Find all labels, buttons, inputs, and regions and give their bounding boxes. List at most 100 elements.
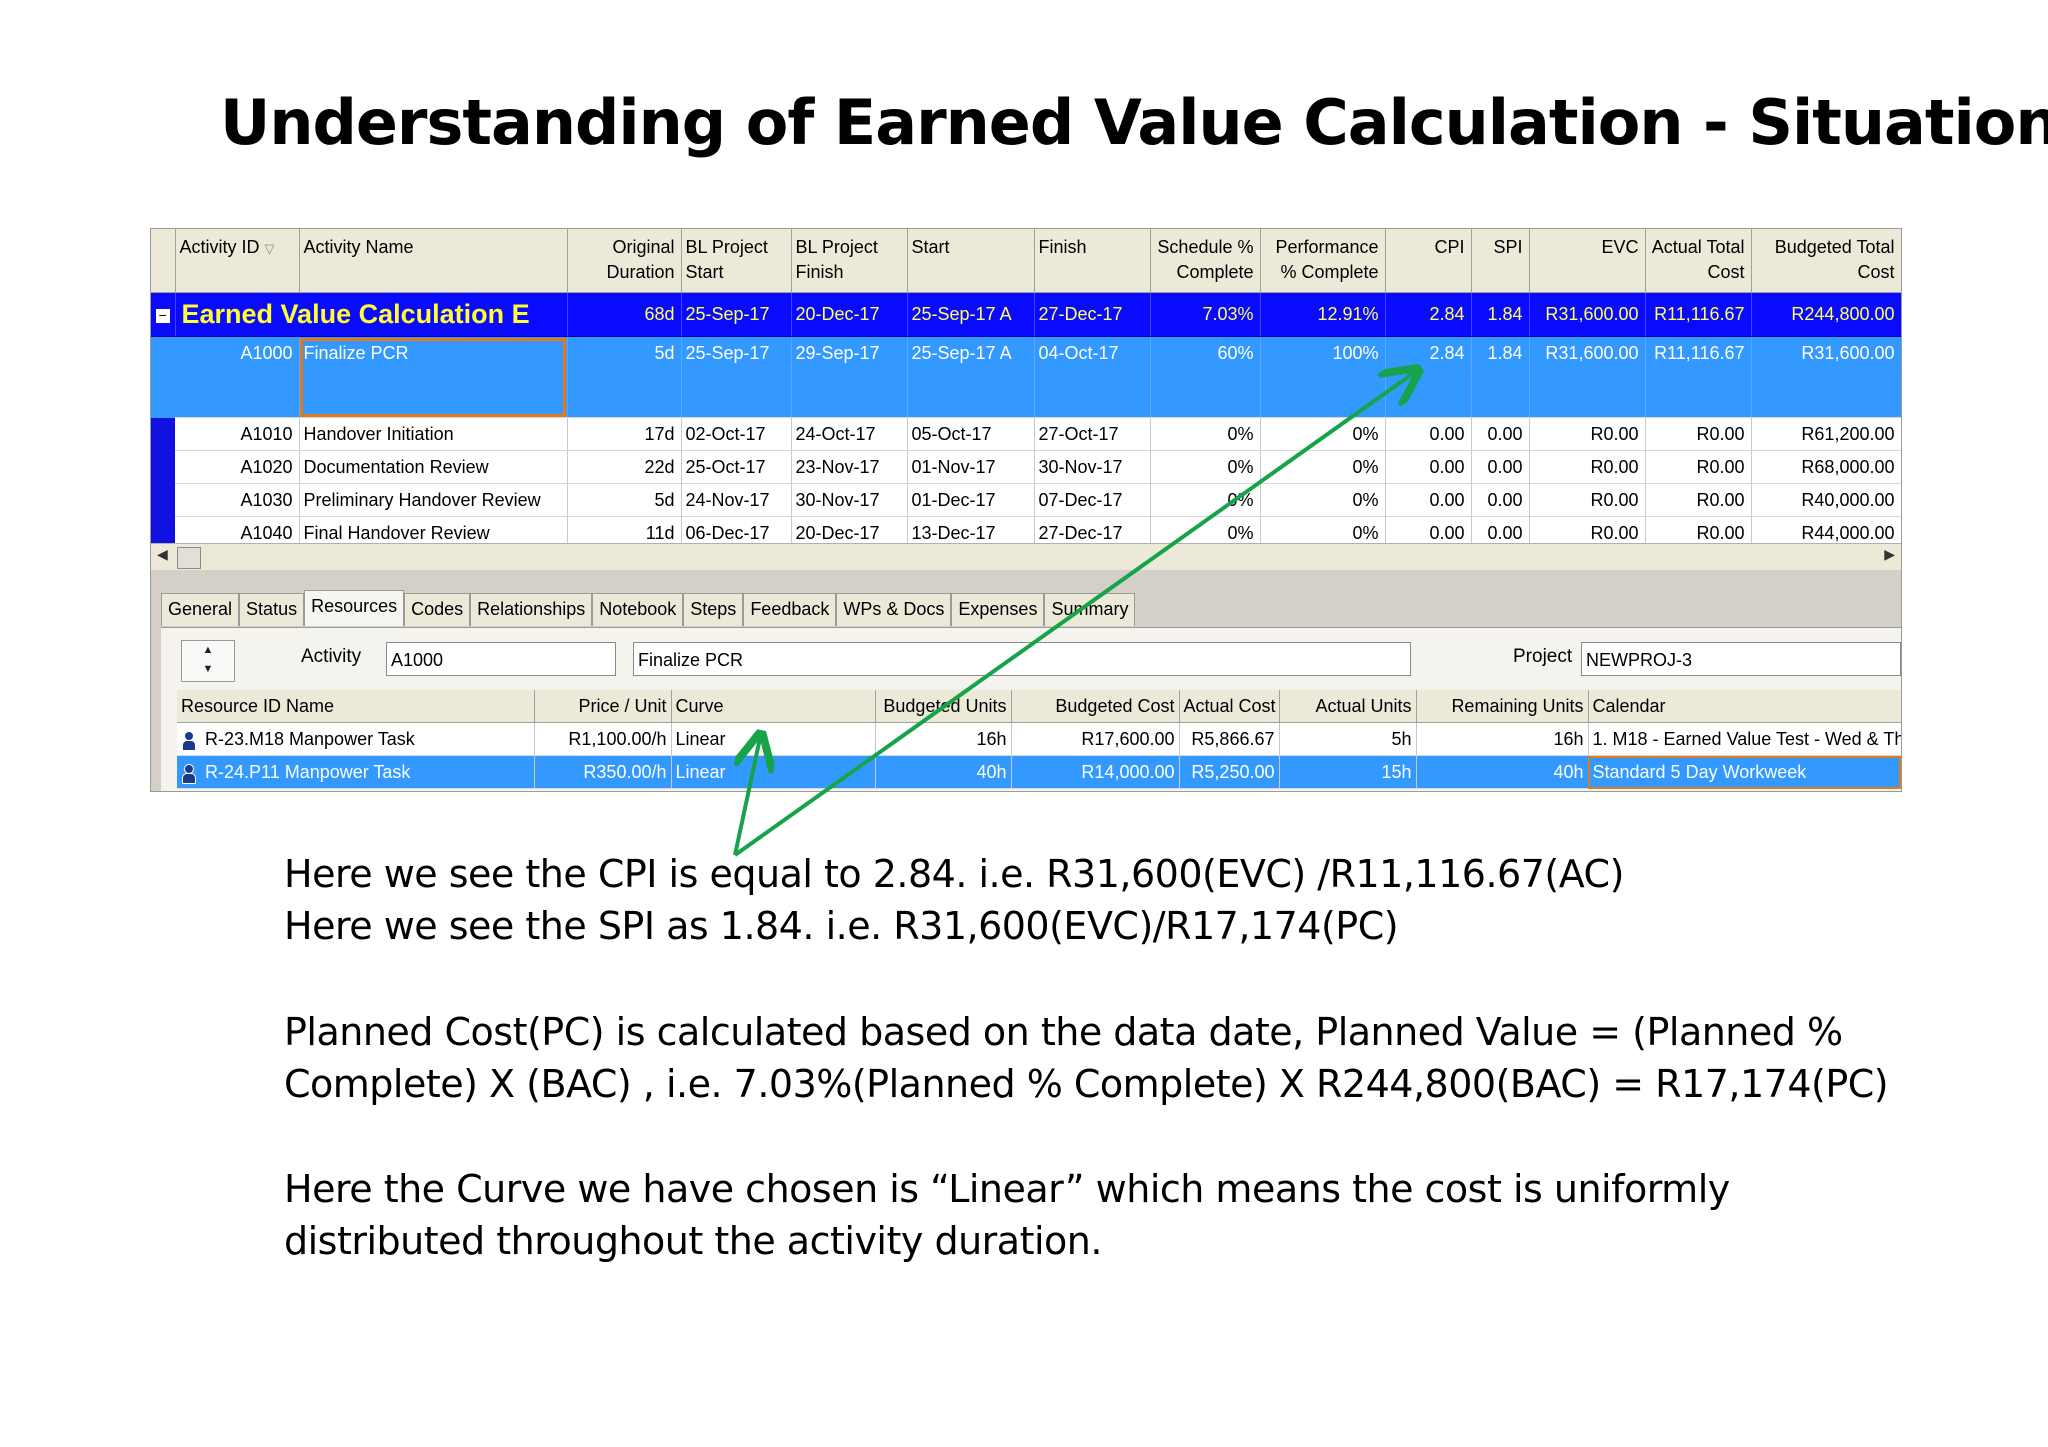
col-schedule-pct[interactable]: Schedule % Complete xyxy=(1150,229,1261,293)
tab-wps-docs[interactable]: WPs & Docs xyxy=(836,593,952,626)
wbs-row[interactable]: − Earned Value Calculation E 68d 25-Sep-… xyxy=(151,292,1901,337)
col-resource-id-name[interactable]: Resource ID Name xyxy=(177,690,535,723)
activity-name-field[interactable]: Finalize PCR xyxy=(633,642,1411,676)
person-icon xyxy=(181,730,196,751)
cell: 27-Dec-17 xyxy=(1034,292,1151,337)
row-gutter xyxy=(151,450,175,484)
cell: 25-Sep-17 A xyxy=(907,292,1035,337)
col-actual-units[interactable]: Actual Units xyxy=(1279,690,1417,723)
col-bl-start[interactable]: BL Project Start xyxy=(681,229,792,293)
cell: 20-Dec-17 xyxy=(791,292,908,337)
explanation-line-6: distributed throughout the activity dura… xyxy=(284,1219,1102,1263)
cell: 0% xyxy=(1150,450,1261,484)
col-cpi[interactable]: CPI xyxy=(1385,229,1472,293)
cell: 5d xyxy=(567,483,682,517)
table-row[interactable]: A1030 Preliminary Handover Review 5d 24-… xyxy=(151,483,1901,517)
cell: 0.00 xyxy=(1385,483,1472,517)
cell: Preliminary Handover Review xyxy=(299,483,568,517)
cell: 07-Dec-17 xyxy=(1034,483,1151,517)
col-spi[interactable]: SPI xyxy=(1471,229,1530,293)
explanation-line-3: Planned Cost(PC) is calculated based on … xyxy=(284,1010,1843,1054)
col-budgeted-units[interactable]: Budgeted Units xyxy=(875,690,1012,723)
col-evc[interactable]: EVC xyxy=(1529,229,1646,293)
cell: 0% xyxy=(1260,483,1386,517)
cell: 25-Sep-17 A xyxy=(907,336,1035,418)
col-actual-cost[interactable]: Actual Cost xyxy=(1179,690,1280,723)
cell: 25-Sep-17 xyxy=(681,292,792,337)
cell: R5,866.67 xyxy=(1179,722,1280,756)
resource-row-selected[interactable]: R-24.P11 Manpower Task R350.00/h Linear … xyxy=(177,755,1901,789)
cell[interactable]: Standard 5 Day Workweek xyxy=(1588,755,1901,789)
cell: Documentation Review xyxy=(299,450,568,484)
cell: 05-Oct-17 xyxy=(907,417,1035,451)
row-gutter xyxy=(151,483,175,517)
col-activity-name[interactable]: Activity Name xyxy=(299,229,568,293)
col-activity-id[interactable]: Activity ID ▽ xyxy=(175,229,300,293)
col-start[interactable]: Start xyxy=(907,229,1035,293)
tab-general[interactable]: General xyxy=(161,593,240,626)
cell: 2.84 xyxy=(1385,336,1472,418)
col-actual-total-cost[interactable]: Actual Total Cost xyxy=(1645,229,1752,293)
cell[interactable]: Finalize PCR xyxy=(299,336,568,418)
cell: R40,000.00 xyxy=(1751,483,1901,517)
tab-notebook[interactable]: Notebook xyxy=(592,593,684,626)
cell: 0% xyxy=(1260,450,1386,484)
cell: 68d xyxy=(567,292,682,337)
col-performance-pct[interactable]: Performance% Complete xyxy=(1260,229,1386,293)
horizontal-scrollbar[interactable]: ◀ ▶ xyxy=(151,543,1901,570)
tab-codes[interactable]: Codes xyxy=(404,593,471,626)
cell: 16h xyxy=(875,722,1012,756)
tab-resources[interactable]: Resources xyxy=(304,590,405,626)
cell: R0.00 xyxy=(1529,483,1646,517)
cell: 0% xyxy=(1150,417,1261,451)
collapse-icon[interactable]: − xyxy=(151,292,176,337)
table-row[interactable]: A1020 Documentation Review 22d 25-Oct-17… xyxy=(151,450,1901,484)
cell: 100% xyxy=(1260,336,1386,418)
cell: R-24.P11 Manpower Task xyxy=(177,755,535,789)
tab-status[interactable]: Status xyxy=(239,593,305,626)
project-field[interactable]: NEWPROJ-3 xyxy=(1581,642,1901,676)
step-down-icon[interactable]: ▼ xyxy=(202,663,214,675)
col-budgeted-total-cost[interactable]: Budgeted Total Cost xyxy=(1751,229,1901,293)
cell: 5d xyxy=(567,336,682,418)
activity-stepper[interactable]: ▲ ▼ xyxy=(181,640,235,682)
col-price-unit[interactable]: Price / Unit xyxy=(534,690,672,723)
col-bl-finish[interactable]: BL Project Finish xyxy=(791,229,908,293)
col-original-duration[interactable]: Original Duration xyxy=(567,229,682,293)
tab-summary[interactable]: Summary xyxy=(1044,593,1136,626)
cell: 22d xyxy=(567,450,682,484)
cell: 0.00 xyxy=(1385,417,1472,451)
cell: R14,000.00 xyxy=(1011,755,1180,789)
tab-relationships[interactable]: Relationships xyxy=(470,593,593,626)
tab-expenses[interactable]: Expenses xyxy=(951,593,1045,626)
col-budgeted-cost[interactable]: Budgeted Cost xyxy=(1011,690,1180,723)
cell: 0.00 xyxy=(1471,450,1530,484)
col-gutter xyxy=(151,229,176,293)
tab-steps[interactable]: Steps xyxy=(683,593,744,626)
cell: 01-Dec-17 xyxy=(907,483,1035,517)
scroll-thumb[interactable] xyxy=(177,547,201,569)
cell: R11,116.67 xyxy=(1645,336,1752,418)
scroll-left-icon[interactable]: ◀ xyxy=(157,546,168,562)
col-remaining-units[interactable]: Remaining Units xyxy=(1416,690,1589,723)
col-finish[interactable]: Finish xyxy=(1034,229,1151,293)
activity-label: Activity xyxy=(301,646,362,667)
resource-header-row: Resource ID Name Price / Unit Curve Budg… xyxy=(177,690,1901,723)
tab-feedback[interactable]: Feedback xyxy=(743,593,837,626)
cell: 02-Oct-17 xyxy=(681,417,792,451)
cell: R17,600.00 xyxy=(1011,722,1180,756)
col-curve[interactable]: Curve xyxy=(671,690,876,723)
cell: 29-Sep-17 xyxy=(791,336,908,418)
scroll-right-icon[interactable]: ▶ xyxy=(1884,546,1895,562)
cell: 15h xyxy=(1279,755,1417,789)
col-calendar[interactable]: Calendar xyxy=(1588,690,1901,723)
explanation-line-2: Here we see the SPI as 1.84. i.e. R31,60… xyxy=(284,904,1399,948)
cell: 2.84 xyxy=(1385,292,1472,337)
table-row[interactable]: A1010 Handover Initiation 17d 02-Oct-17 … xyxy=(151,417,1901,451)
table-row-selected[interactable]: A1000 Finalize PCR 5d 25-Sep-17 29-Sep-1… xyxy=(151,336,1901,418)
cell: R0.00 xyxy=(1645,450,1752,484)
resource-row[interactable]: R-23.M18 Manpower Task R1,100.00/h Linea… xyxy=(177,722,1901,756)
cell: 27-Oct-17 xyxy=(1034,417,1151,451)
activity-id-field[interactable]: A1000 xyxy=(386,642,616,676)
step-up-icon[interactable]: ▲ xyxy=(202,644,214,656)
